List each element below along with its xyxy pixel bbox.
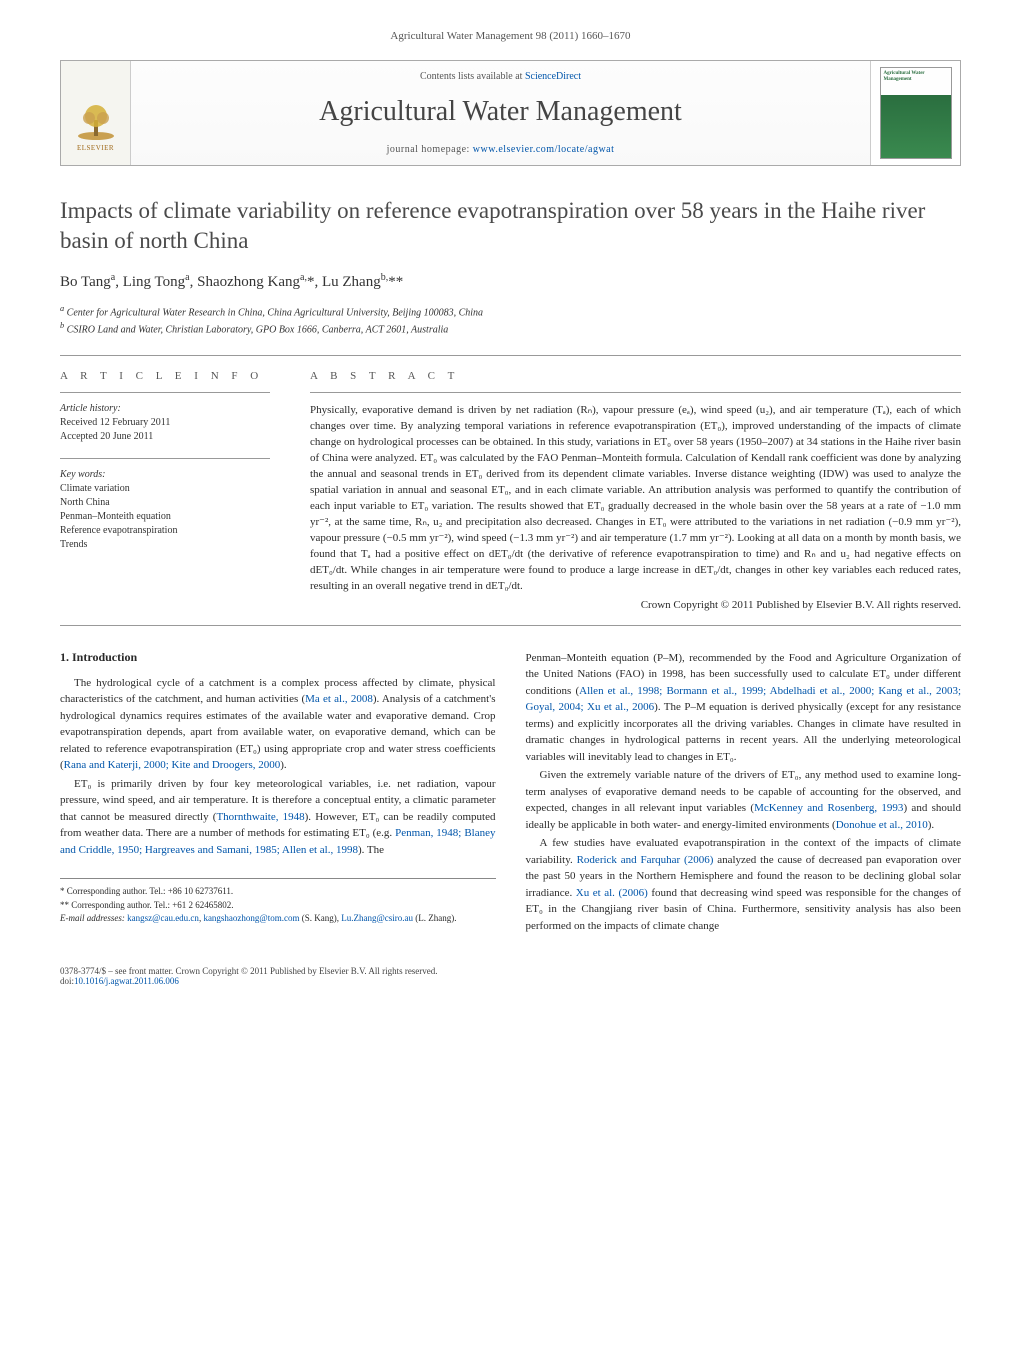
homepage-prefix: journal homepage:: [387, 144, 473, 155]
corresp-1: * Corresponding author. Tel.: +86 10 627…: [60, 885, 496, 899]
homepage-link[interactable]: www.elsevier.com/locate/agwat: [473, 144, 615, 155]
article-title: Impacts of climate variability on refere…: [60, 196, 961, 256]
banner-right: Agricultural Water Management: [870, 61, 960, 165]
footer: 0378-3774/$ – see front matter. Crown Co…: [60, 966, 961, 986]
intro-p1-cont: Penman–Monteith equation (P–M), recommen…: [526, 650, 962, 766]
body-columns: 1. Introduction The hydrological cycle o…: [60, 650, 961, 937]
contents-prefix: Contents lists available at: [420, 71, 525, 82]
keyword: Climate variation: [60, 482, 270, 496]
citation-link[interactable]: Rana and Katerji, 2000; Kite and Drooger…: [64, 759, 281, 771]
authors: Bo Tanga, Ling Tonga, Shaozhong Kanga,*,…: [60, 272, 961, 291]
citation-link[interactable]: Ma et al., 2008: [305, 693, 373, 705]
banner-center: Contents lists available at ScienceDirec…: [131, 61, 870, 165]
keyword: Trends: [60, 538, 270, 552]
citation-link[interactable]: McKenney and Rosenberg, 1993: [754, 802, 903, 814]
footnotes: * Corresponding author. Tel.: +86 10 627…: [60, 878, 496, 926]
keyword: Reference evapotranspiration: [60, 524, 270, 538]
email-line: E-mail addresses: kangsz@cau.edu.cn, kan…: [60, 912, 496, 926]
keyword: Penman–Monteith equation: [60, 510, 270, 524]
intro-p1: The hydrological cycle of a catchment is…: [60, 675, 496, 774]
citation-link[interactable]: Xu et al. (2006): [576, 887, 648, 899]
elsevier-logo: ELSEVIER: [70, 97, 122, 157]
affiliation-b: b CSIRO Land and Water, Christian Labora…: [60, 320, 961, 337]
sciencedirect-link[interactable]: ScienceDirect: [525, 71, 581, 82]
section-1-heading: 1. Introduction: [60, 650, 496, 665]
footer-doi: doi:10.1016/j.agwat.2011.06.006: [60, 976, 961, 986]
email-link[interactable]: kangshaozhong@tom.com: [203, 913, 299, 923]
body-left-column: 1. Introduction The hydrological cycle o…: [60, 650, 496, 937]
affiliation-a: a Center for Agricultural Water Research…: [60, 303, 961, 320]
body-right-column: Penman–Monteith equation (P–M), recommen…: [526, 650, 962, 937]
doi-link[interactable]: 10.1016/j.agwat.2011.06.006: [74, 976, 179, 986]
info-abstract-row: A R T I C L E I N F O Article history: R…: [60, 356, 961, 624]
homepage-line: journal homepage: www.elsevier.com/locat…: [131, 144, 870, 155]
journal-banner: ELSEVIER Contents lists available at Sci…: [60, 60, 961, 166]
divider: [60, 458, 270, 459]
history-received: Received 12 February 2011: [60, 416, 270, 430]
article-info-column: A R T I C L E I N F O Article history: R…: [60, 356, 290, 624]
abstract-text: Physically, evaporative demand is driven…: [310, 403, 961, 594]
intro-p2: ET₀ is primarily driven by four key mete…: [60, 776, 496, 859]
divider: [60, 392, 270, 393]
keyword: North China: [60, 496, 270, 510]
keywords-head: Key words:: [60, 469, 270, 480]
corresp-2: ** Corresponding author. Tel.: +61 2 624…: [60, 899, 496, 913]
intro-p3: Given the extremely variable nature of t…: [526, 767, 962, 833]
article-info-label: A R T I C L E I N F O: [60, 370, 270, 382]
history-head: Article history:: [60, 403, 270, 414]
running-head: Agricultural Water Management 98 (2011) …: [60, 30, 961, 42]
publisher-logo-cell: ELSEVIER: [61, 61, 131, 165]
citation-link[interactable]: Thornthwaite, 1948: [216, 811, 304, 823]
abstract-column: A B S T R A C T Physically, evaporative …: [290, 356, 961, 624]
citation-link[interactable]: Roderick and Farquhar (2006): [577, 854, 714, 866]
contents-line: Contents lists available at ScienceDirec…: [131, 71, 870, 82]
elsevier-tree-icon: [73, 102, 119, 142]
citation-link[interactable]: Donohue et al., 2010: [836, 819, 928, 831]
history-accepted: Accepted 20 June 2011: [60, 430, 270, 444]
journal-cover-thumb: Agricultural Water Management: [880, 67, 952, 159]
abstract-label: A B S T R A C T: [310, 370, 961, 382]
email-link[interactable]: kangsz@cau.edu.cn: [127, 913, 199, 923]
copyright-line: Crown Copyright © 2011 Published by Else…: [310, 599, 961, 611]
elsevier-label: ELSEVIER: [77, 144, 114, 152]
footer-copyright: 0378-3774/$ – see front matter. Crown Co…: [60, 966, 961, 976]
email-link[interactable]: Lu.Zhang@csiro.au: [341, 913, 413, 923]
affiliations: a Center for Agricultural Water Research…: [60, 303, 961, 338]
divider: [60, 625, 961, 626]
journal-name: Agricultural Water Management: [131, 96, 870, 128]
divider: [310, 392, 961, 393]
intro-p4: A few studies have evaluated evapotransp…: [526, 835, 962, 934]
cover-title: Agricultural Water Management: [884, 71, 948, 82]
